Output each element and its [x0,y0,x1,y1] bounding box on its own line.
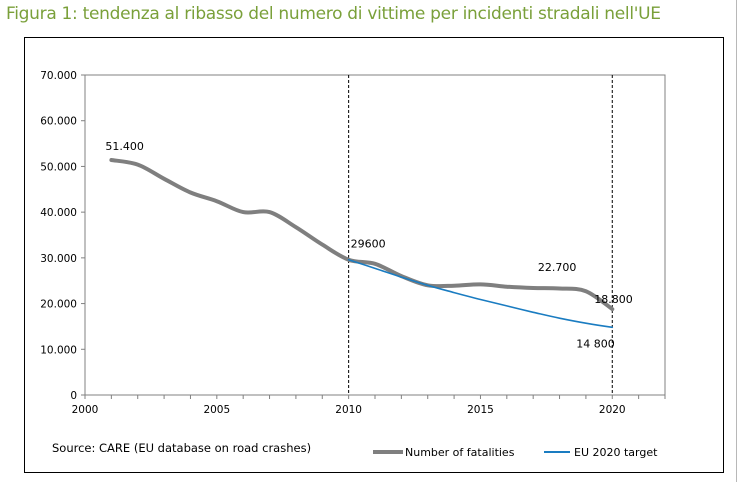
y-tick-label: 60.000 [40,116,77,128]
x-tick-label: 2000 [72,404,99,416]
y-tick-label: 40.000 [40,207,77,219]
series-line-target [347,258,614,329]
data-labels: 51.400 29600 22.700 18.800 14 800 [105,140,632,350]
legend-swatch-target [544,451,570,453]
legend-label-target: EU 2020 target [574,445,658,459]
series-line-fatalities [109,158,615,312]
y-tick-label: 70.000 [40,70,77,82]
data-label: 14 800 [576,337,615,350]
data-label: 51.400 [105,140,144,153]
legend-item-fatalities: Number of fatalities [373,444,514,460]
data-label: 18.800 [594,293,633,306]
y-tick-label: 50.000 [40,161,77,173]
x-tick-label: 2015 [467,404,494,416]
y-tick-label: 30.000 [40,253,77,265]
chart-axes: 0 10.000 20.000 30.000 40.000 50.000 60.000 70.… [40,70,666,416]
figure-title: Figura 1: tendenza al ribasso del numero… [6,4,661,24]
x-tick-label: 2020 [599,404,626,416]
y-tick-label: 20.000 [40,299,77,311]
page-right-rule [736,0,737,482]
data-label: 29600 [351,238,386,251]
source-note: Source: CARE (EU database on road crashe… [52,441,312,455]
legend-item-target: EU 2020 target [544,444,657,460]
chart-frame [24,37,724,473]
x-tick-label: 2010 [335,404,362,416]
legend-swatch-fatalities [373,450,403,454]
reference-lines [348,75,613,395]
y-tick-label: 10.000 [40,344,77,356]
series-lines [109,158,615,329]
legend-label-fatalities: Number of fatalities [405,445,515,459]
data-label: 22.700 [538,261,577,274]
x-tick-label: 2005 [203,404,230,416]
y-tick-label: 0 [70,390,77,402]
